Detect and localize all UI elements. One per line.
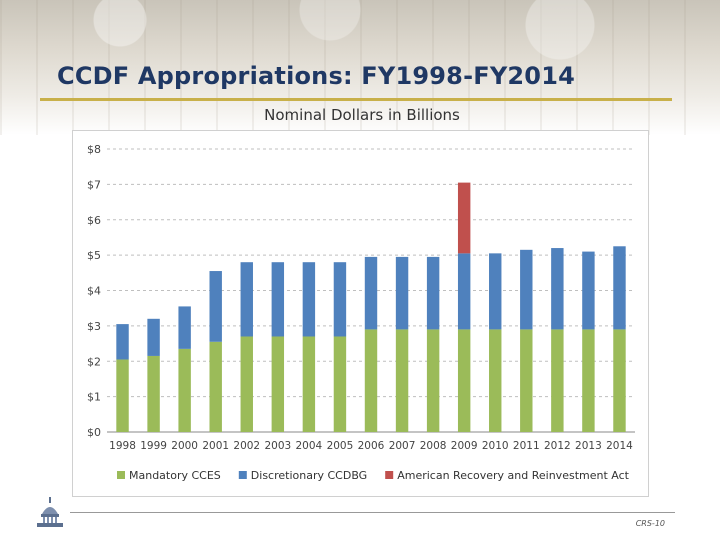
bar-mandatory-2008 bbox=[426, 329, 440, 432]
bar-mandatory-2009 bbox=[457, 329, 471, 432]
chart-container: $0 $1 $2 $3 $4 $5 $6 $7 $8 1998 1999 2000 2001 2002 20… bbox=[72, 130, 649, 497]
y-tick-label: $3 bbox=[87, 320, 101, 333]
bar-mandatory-2002 bbox=[240, 336, 253, 432]
x-tick-label: 1999 bbox=[140, 440, 167, 452]
x-tick-label: 2014 bbox=[606, 440, 633, 452]
x-tick-label: 2002 bbox=[233, 440, 260, 452]
x-tick-label: 2001 bbox=[202, 440, 229, 452]
bar-discretionary-2008 bbox=[426, 256, 440, 330]
legend-label: American Recovery and Reinvestment Act bbox=[397, 469, 629, 482]
slide-footer: CRS-10 bbox=[635, 519, 665, 528]
bar-mandatory-2012 bbox=[551, 329, 564, 432]
y-tick-label: $7 bbox=[87, 178, 101, 191]
y-tick-label: $1 bbox=[87, 391, 101, 404]
y-tick-label: $5 bbox=[87, 249, 101, 262]
x-tick-label: 2013 bbox=[575, 440, 602, 452]
x-tick-label: 2006 bbox=[358, 440, 385, 452]
bar-mandatory-2014 bbox=[613, 329, 626, 432]
bar-mandatory-2005 bbox=[333, 336, 347, 432]
bar-mandatory-2011 bbox=[520, 329, 533, 432]
bar-arra-2009 bbox=[457, 182, 471, 254]
bar-discretionary-2006 bbox=[364, 256, 378, 330]
bar-discretionary-2014 bbox=[613, 246, 626, 330]
y-tick-label: $2 bbox=[87, 355, 101, 368]
slide-title: CCDF Appropriations: FY1998-FY2014 bbox=[57, 62, 576, 90]
bar-discretionary-1998 bbox=[116, 324, 129, 360]
bar-discretionary-2003 bbox=[271, 262, 285, 337]
bar-mandatory-2010 bbox=[489, 329, 502, 432]
x-tick-label: 2004 bbox=[296, 440, 323, 452]
bar-discretionary-2007 bbox=[395, 256, 409, 330]
bar-mandatory-2003 bbox=[271, 336, 285, 432]
x-tick-label: 1998 bbox=[109, 440, 136, 452]
title-rule bbox=[40, 98, 672, 101]
rotunda-background bbox=[0, 0, 720, 135]
bar-discretionary-2013 bbox=[582, 251, 595, 330]
legend-label: Discretionary CCDBG bbox=[251, 469, 367, 482]
appropriations-chart: $0 $1 $2 $3 $4 $5 $6 $7 $8 1998 1999 2000 2001 2002 20… bbox=[87, 143, 635, 482]
x-tick-label: 2008 bbox=[420, 440, 447, 452]
bar-mandatory-1998 bbox=[116, 359, 129, 432]
bar-discretionary-2011 bbox=[520, 249, 533, 330]
x-tick-label: 2000 bbox=[171, 440, 198, 452]
bar-mandatory-2006 bbox=[364, 329, 378, 432]
bar-mandatory-2013 bbox=[582, 329, 595, 432]
bar-discretionary-2000 bbox=[178, 306, 191, 349]
legend-swatch bbox=[117, 471, 125, 479]
x-tick-label: 2011 bbox=[513, 440, 540, 452]
y-tick-label: $0 bbox=[87, 426, 101, 439]
x-tick-label: 2012 bbox=[544, 440, 571, 452]
legend-swatch bbox=[238, 471, 247, 479]
bar-discretionary-2010 bbox=[489, 253, 502, 330]
x-tick-label: 2009 bbox=[451, 440, 478, 452]
bar-discretionary-2005 bbox=[333, 262, 347, 337]
bar-mandatory-2007 bbox=[395, 329, 409, 432]
capitol-dome-icon bbox=[37, 497, 63, 527]
bar-discretionary-2001 bbox=[209, 271, 222, 342]
bar-discretionary-2012 bbox=[551, 248, 564, 330]
bar-discretionary-2009 bbox=[457, 253, 471, 330]
x-tick-label: 2003 bbox=[264, 440, 291, 452]
x-tick-label: 2005 bbox=[327, 440, 354, 452]
y-tick-label: $4 bbox=[87, 285, 101, 298]
bar-mandatory-2004 bbox=[302, 336, 316, 432]
bar-mandatory-1999 bbox=[147, 355, 160, 432]
bar-discretionary-2004 bbox=[302, 262, 316, 337]
legend-swatch bbox=[385, 471, 394, 479]
y-tick-label: $6 bbox=[87, 214, 101, 227]
legend-label: Mandatory CCES bbox=[129, 469, 221, 482]
bar-discretionary-2002 bbox=[240, 262, 253, 337]
x-tick-label: 2010 bbox=[482, 440, 509, 452]
bar-discretionary-1999 bbox=[147, 318, 160, 356]
header-banner bbox=[0, 0, 720, 135]
footer-rule bbox=[70, 512, 675, 513]
bar-mandatory-2001 bbox=[209, 341, 222, 432]
y-tick-label: $8 bbox=[87, 143, 101, 156]
chart-subtitle: Nominal Dollars in Billions bbox=[264, 106, 460, 124]
x-tick-label: 2007 bbox=[389, 440, 416, 452]
bar-mandatory-2000 bbox=[178, 348, 191, 432]
